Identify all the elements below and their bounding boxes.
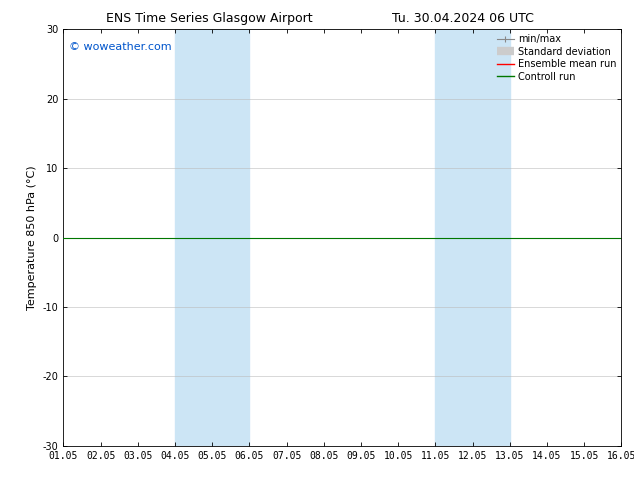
Text: © woweather.com: © woweather.com — [69, 42, 172, 52]
Legend: min/max, Standard deviation, Ensemble mean run, Controll run: min/max, Standard deviation, Ensemble me… — [495, 32, 618, 83]
Y-axis label: Temperature 850 hPa (°C): Temperature 850 hPa (°C) — [27, 165, 37, 310]
Text: ENS Time Series Glasgow Airport: ENS Time Series Glasgow Airport — [106, 12, 313, 25]
Bar — [175, 29, 249, 446]
Bar — [436, 29, 510, 446]
Text: Tu. 30.04.2024 06 UTC: Tu. 30.04.2024 06 UTC — [392, 12, 534, 25]
